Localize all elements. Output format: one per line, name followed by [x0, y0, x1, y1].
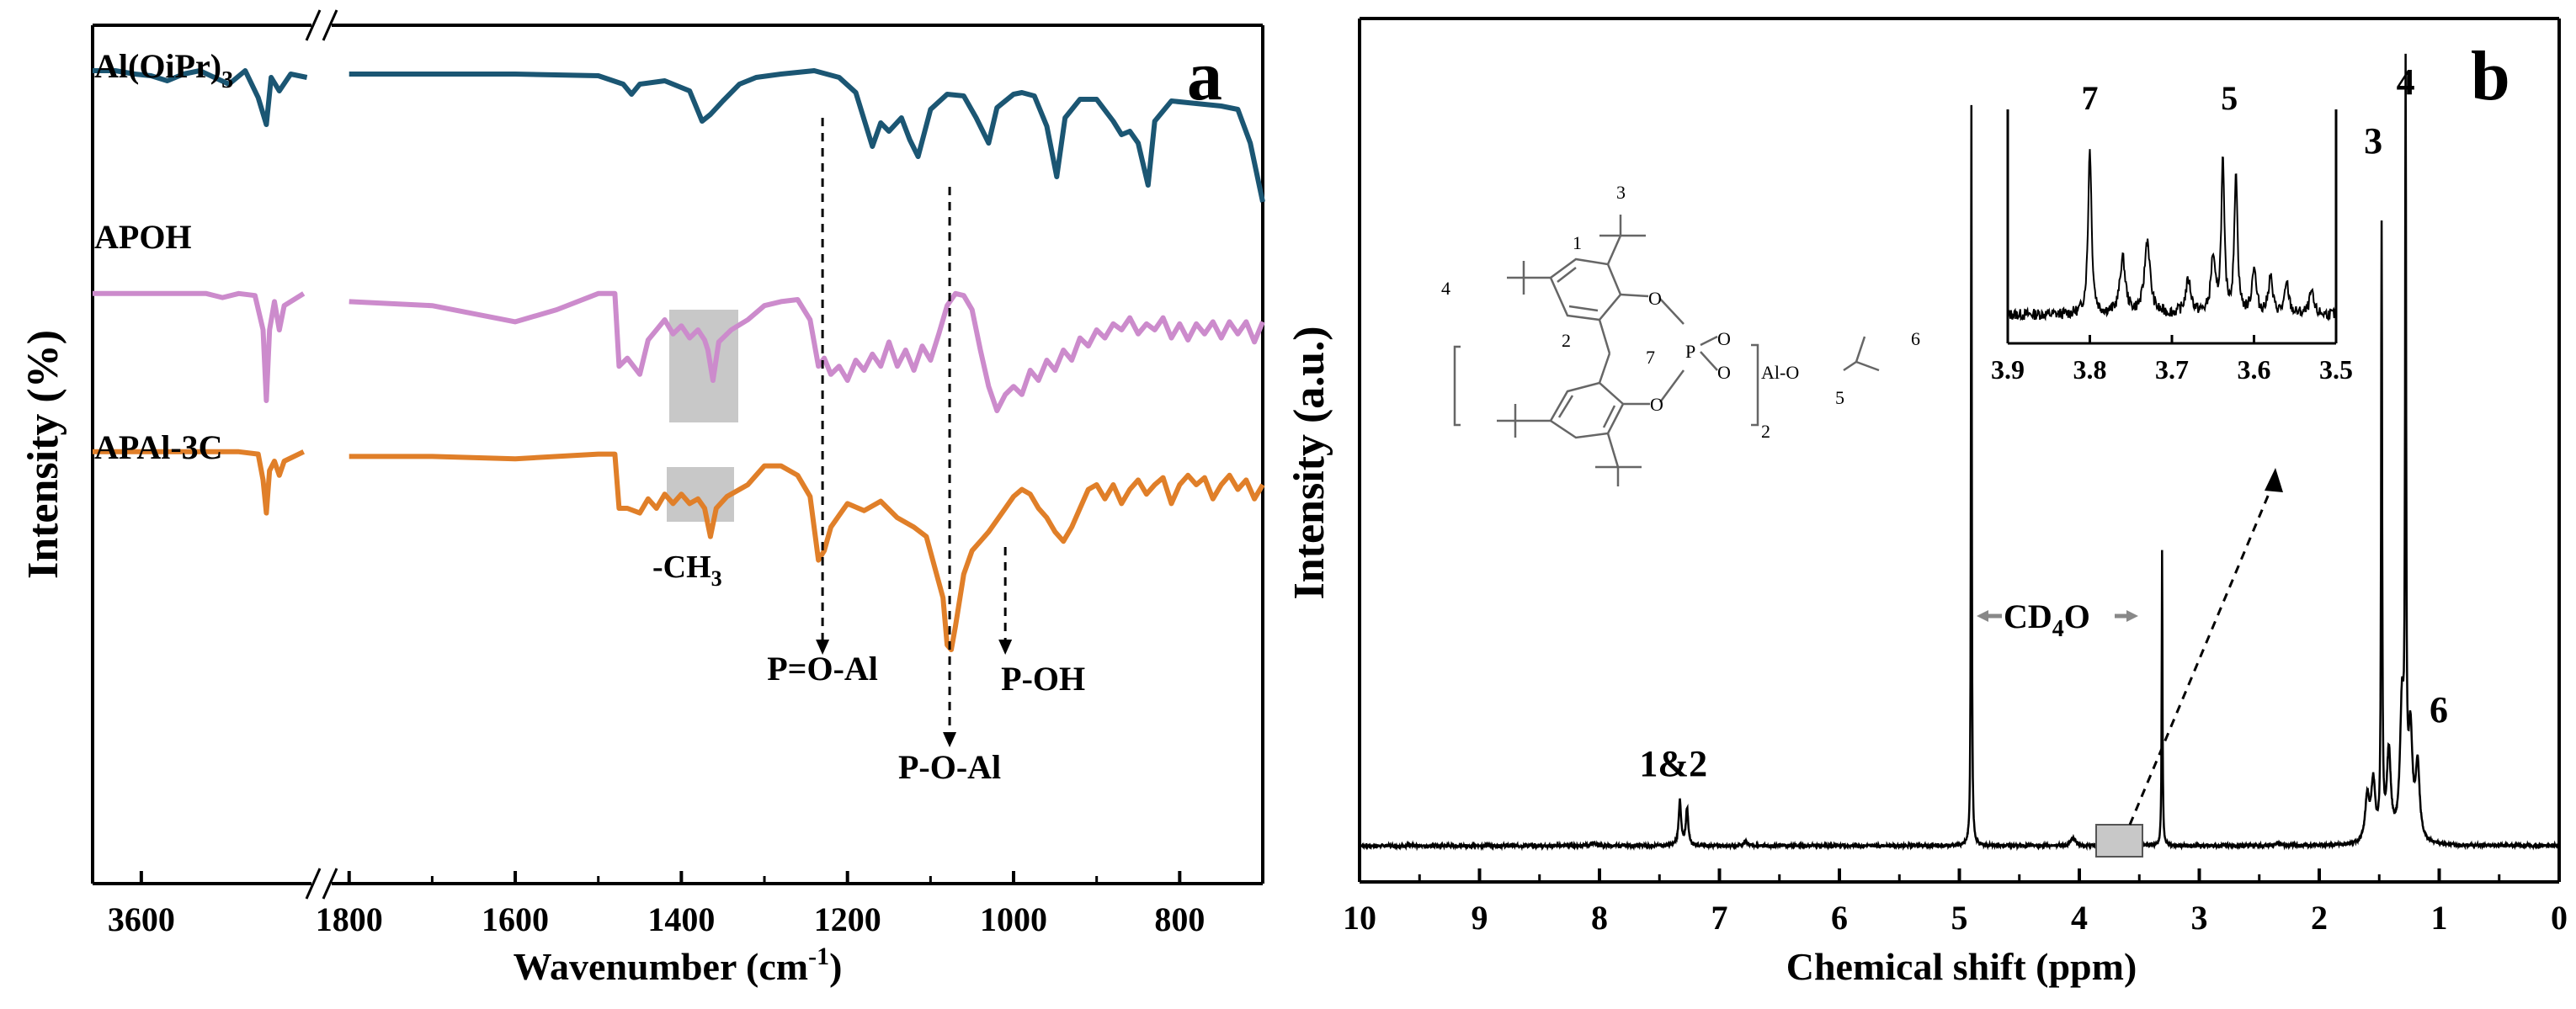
struct-sub-2: 2 [1761, 421, 1770, 442]
series-label-apoh: APOH [94, 218, 192, 256]
struct-o-bottom: O [1650, 394, 1663, 415]
struct-al-o: Al-O [1761, 362, 1799, 383]
x-tick-label-a-1200: 1200 [814, 900, 881, 938]
x-tick-label-b-9: 9 [1472, 899, 1488, 937]
ir-series-apoh-seg-1 [349, 290, 1265, 413]
struct-label-1: 1 [1573, 232, 1582, 253]
annotation-label-p=o-al: P=O-Al [767, 650, 878, 688]
x-tick-label-b-10: 10 [1343, 899, 1376, 937]
inset-tick-label-3.7: 3.7 [2155, 354, 2189, 385]
x-tick-label-a-3600: 3600 [108, 900, 175, 938]
nmr-peak-label-4: 6 [2430, 689, 2448, 730]
x-tick-label-a-1000: 1000 [980, 900, 1047, 938]
nmr-spectrum-line [1359, 53, 2561, 852]
struct-label-4: 4 [1441, 278, 1450, 299]
struct-o-al: O [1717, 362, 1731, 383]
x-tick-label-a-1400: 1400 [647, 900, 715, 938]
inset-peak-label-5: 5 [2221, 79, 2238, 117]
x-tick-label-b-4: 4 [2071, 899, 2088, 937]
chemical-structure: 1 2 3 4 5 6 7 O O P O O Al-O 2 [1441, 182, 1920, 486]
x-axis-label-a: Wavenumber (cm-1) [514, 943, 843, 988]
x-tick-label-b-1: 1 [2431, 899, 2448, 937]
nmr-peak-label-1: 1&2 [1639, 743, 1707, 784]
inset-region-box [2095, 824, 2143, 858]
solvent-label: CD4O [1977, 597, 2138, 642]
inset-dashed-arrow [2128, 477, 2277, 826]
inset-spectrum-line [2007, 149, 2337, 321]
inset-arrow-head [2265, 468, 2283, 492]
struct-label-2: 2 [1562, 330, 1571, 351]
axis-break-bottom [305, 868, 338, 900]
panel-label-a: a [1187, 37, 1222, 115]
struct-p-o: O [1717, 328, 1731, 349]
annotation-label-p-o-al: P-O-Al [898, 748, 1001, 786]
x-tick-label-b-8: 8 [1591, 899, 1608, 937]
svg-text:CD4O: CD4O [2004, 597, 2090, 642]
inset-peak-label-7: 7 [2082, 79, 2099, 117]
annotation-arrow-head [998, 640, 1013, 655]
ir-series-apoh-seg-0 [93, 290, 306, 403]
y-axis-label-a: Intensity (%) [19, 330, 67, 579]
series-label-al-oipr3: Al(OiPr)3 [94, 47, 233, 93]
x-tick-label-b-2: 2 [2311, 899, 2328, 937]
x-tick-label-a-1600: 1600 [482, 900, 549, 938]
struct-label-3: 3 [1616, 182, 1626, 203]
axis-break-top [305, 9, 338, 41]
x-tick-label-a-1800: 1800 [316, 900, 383, 938]
ir-spectrum-panel: 3600 1800 1600 1400 1200 1000 800 P=O-Al P-O-Al… [19, 9, 1265, 988]
struct-label-6: 6 [1911, 328, 1920, 349]
inset-tick-label-3.6: 3.6 [2238, 354, 2271, 385]
x-tick-label-b-0: 0 [2551, 899, 2568, 937]
struct-label-7: 7 [1646, 347, 1655, 368]
y-axis-label-b: Intensity (a.u.) [1285, 326, 1333, 599]
ch3-band-label: -CH3 [652, 550, 722, 591]
ir-series-al-oipr-3-seg-0 [93, 68, 308, 127]
ch3-band-apal [667, 467, 734, 522]
annotation-arrow-head [816, 640, 830, 655]
struct-p: P [1685, 341, 1695, 362]
x-tick-label-b-6: 6 [1831, 899, 1848, 937]
x-tick-label-b-5: 5 [1951, 899, 1968, 937]
annotation-arrow-head [943, 732, 957, 747]
panel-label-b: b [2471, 37, 2510, 115]
inset-spectrum: 3.9 3.8 3.7 3.6 3.5 7 5 [1991, 79, 2353, 385]
annotation-label-p-oh: P-OH [1001, 660, 1085, 698]
inset-tick-label-3.8: 3.8 [2073, 354, 2107, 385]
nmr-peak-label-2: 3 [2364, 120, 2382, 162]
nmr-peak-label-3: 4 [2397, 61, 2415, 103]
struct-label-5: 5 [1835, 387, 1844, 408]
inset-tick-label-3.9: 3.9 [1991, 354, 2025, 385]
inset-tick-label-3.5: 3.5 [2319, 354, 2353, 385]
x-tick-label-b-3: 3 [2191, 899, 2208, 937]
ir-series-apal-3c-seg-0 [93, 449, 306, 516]
ir-series-apal-3c-seg-1 [349, 451, 1265, 652]
series-label-apal-3c: APAl-3C [94, 428, 223, 466]
x-tick-label-b-7: 7 [1711, 899, 1728, 937]
ir-series-al-oipr-3-seg-1 [349, 68, 1265, 203]
x-axis-label-b: Chemical shift (ppm) [1786, 945, 2137, 988]
x-tick-label-a-800: 800 [1154, 900, 1205, 938]
struct-o-top: O [1648, 288, 1662, 309]
